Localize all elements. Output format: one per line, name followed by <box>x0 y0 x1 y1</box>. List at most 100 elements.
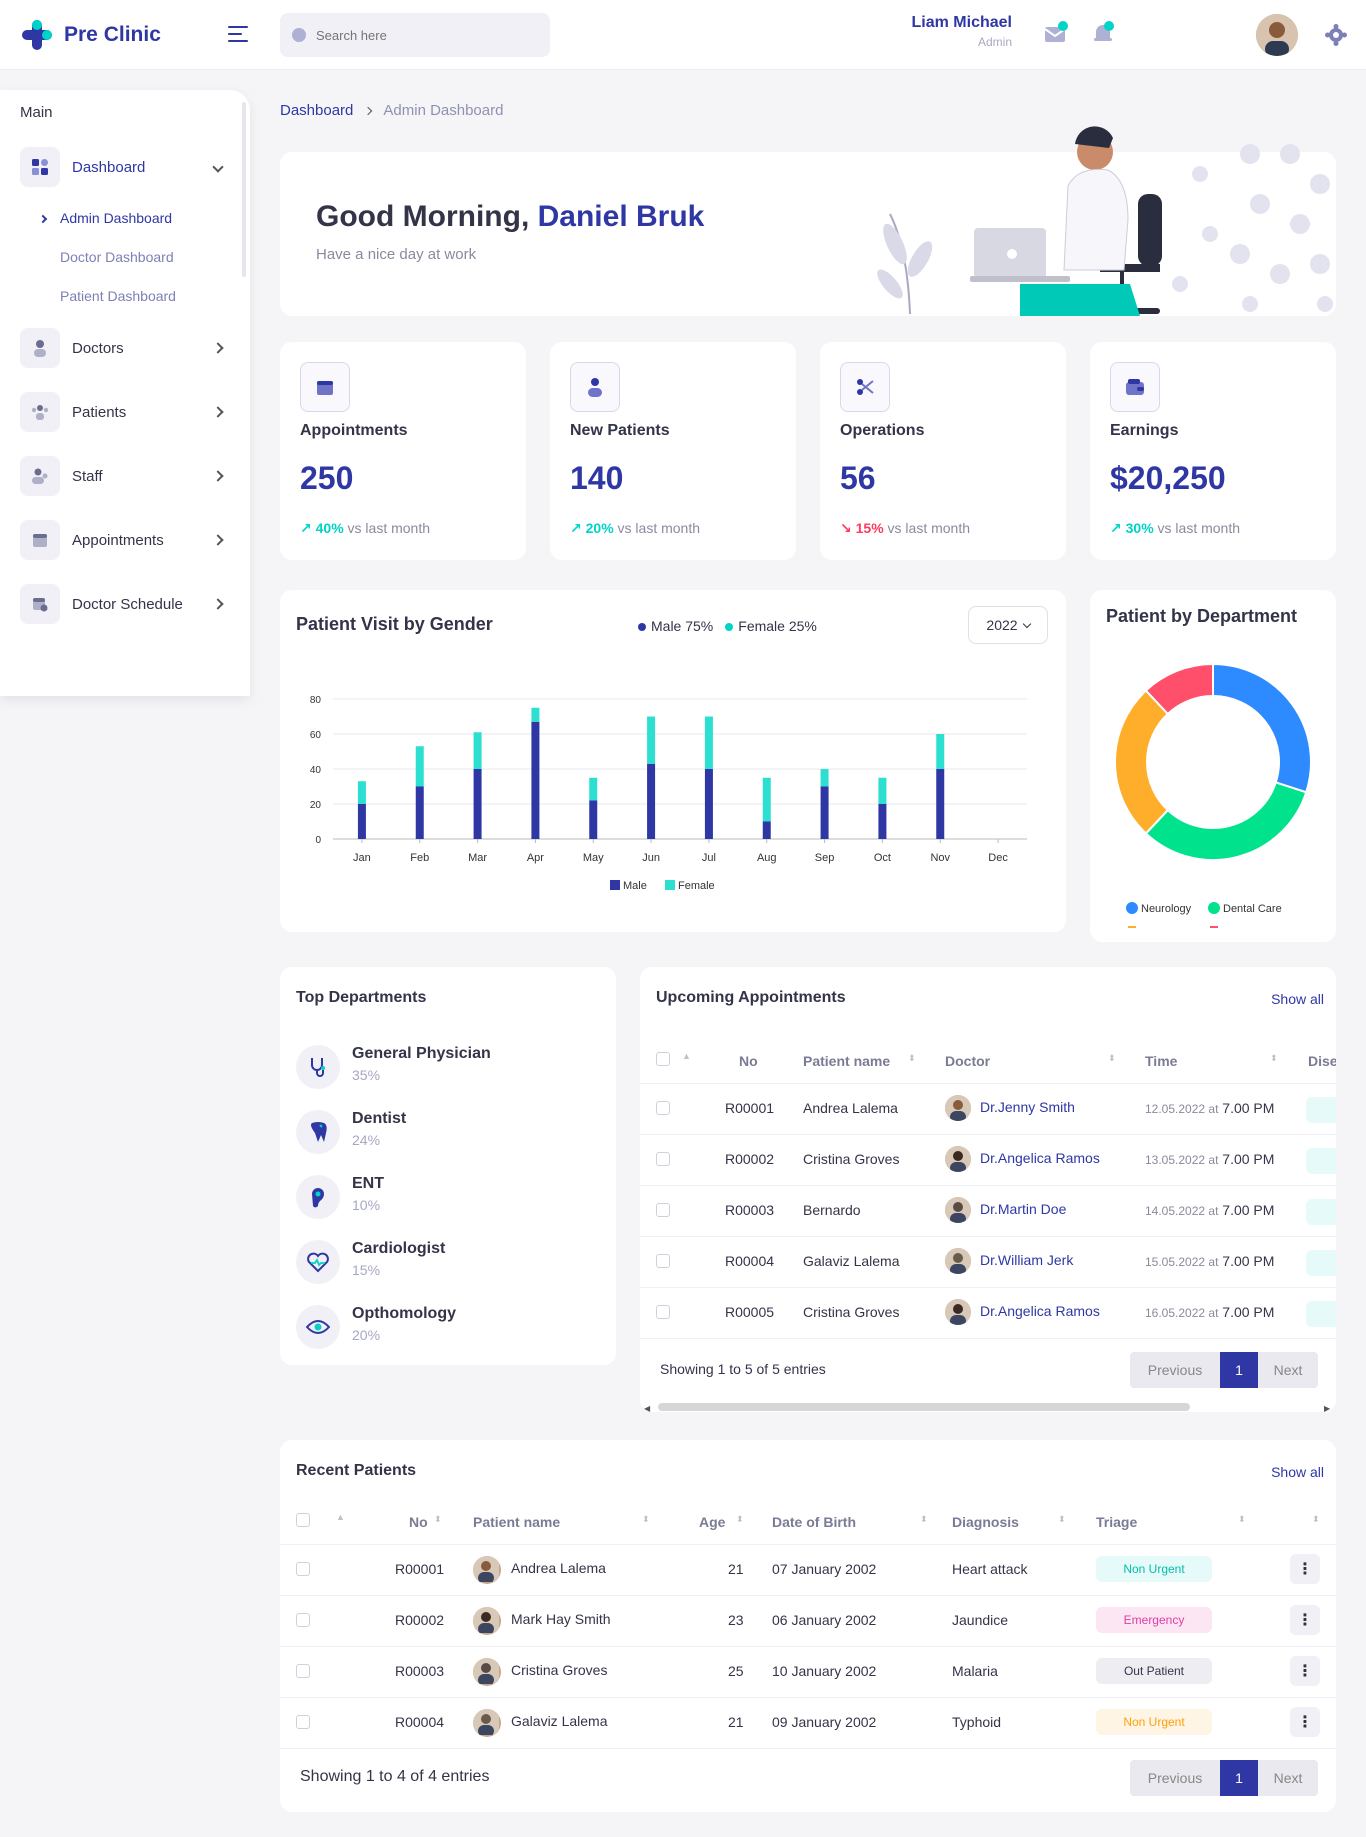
sort-icon[interactable]: ⬍ <box>1108 1053 1116 1063</box>
sidebar-item-appointments[interactable]: Appointments <box>20 519 230 561</box>
previous-button[interactable]: Previous <box>1130 1352 1220 1388</box>
row-checkbox[interactable] <box>656 1101 670 1115</box>
select-all-checkbox[interactable] <box>296 1513 310 1527</box>
sort-icon[interactable]: ⬍ <box>736 1514 744 1524</box>
user-info[interactable]: Liam Michael Admin <box>912 14 1012 49</box>
user-avatar[interactable] <box>1256 14 1298 56</box>
patient-name[interactable]: Andrea Lalema <box>511 1560 606 1576</box>
sidebar-subitem-admin-dashboard[interactable]: Admin Dashboard <box>38 210 172 226</box>
col-header-no[interactable]: No <box>739 1053 758 1069</box>
menu-toggle-icon[interactable] <box>228 26 248 42</box>
department-item[interactable]: General Physician 35% <box>296 1041 576 1091</box>
sort-icon[interactable]: ⬍ <box>1238 1514 1246 1524</box>
donut-slice[interactable] <box>1212 662 1312 794</box>
sidebar-subitem-patient-dashboard[interactable]: Patient Dashboard <box>60 288 176 304</box>
chevron-right-icon <box>212 598 224 610</box>
sidebar-item-patients[interactable]: Patients <box>20 391 230 433</box>
col-header-patient-name[interactable]: Patient name <box>803 1053 891 1069</box>
year-select[interactable]: 2022 <box>968 606 1048 644</box>
breadcrumb-root[interactable]: Dashboard <box>280 102 354 119</box>
col-header-dob[interactable]: Date of Birth <box>772 1514 856 1530</box>
col-header-disease[interactable]: Dise <box>1308 1053 1336 1069</box>
doctor-name-link[interactable]: Dr.Martin Doe <box>980 1201 1067 1217</box>
col-header-time[interactable]: Time <box>1145 1053 1178 1069</box>
sort-icon[interactable]: ⬍ <box>434 1514 442 1524</box>
department-item[interactable]: Cardiologist 15% <box>296 1236 576 1286</box>
doctor-name-link[interactable]: Dr.Angelica Ramos <box>980 1303 1100 1319</box>
stat-delta-suffix: vs last month <box>887 520 971 536</box>
horizontal-scrollbar[interactable] <box>658 1403 1190 1411</box>
sidebar-item-doctor-schedule[interactable]: Doctor Schedule <box>20 583 230 625</box>
row-checkbox[interactable] <box>296 1715 310 1729</box>
patient-name[interactable]: Mark Hay Smith <box>511 1611 611 1627</box>
row-checkbox[interactable] <box>296 1664 310 1678</box>
sidebar-scrollbar[interactable] <box>242 102 246 277</box>
sidebar-subitem-doctor-dashboard[interactable]: Doctor Dashboard <box>60 249 174 265</box>
col-header-doctor[interactable]: Doctor <box>945 1053 991 1069</box>
row-checkbox[interactable] <box>296 1613 310 1627</box>
show-all-link[interactable]: Show all <box>1271 991 1324 1007</box>
patient-avatar <box>473 1607 501 1635</box>
search-input[interactable] <box>316 27 516 43</box>
col-header-diagnosis[interactable]: Diagnosis <box>952 1514 1019 1530</box>
stat-title: Earnings <box>1110 422 1179 439</box>
next-button[interactable]: Next <box>1258 1760 1318 1796</box>
bar-female <box>936 734 945 769</box>
department-item[interactable]: Opthomology 20% <box>296 1301 576 1351</box>
row-checkbox[interactable] <box>656 1254 670 1268</box>
search-box[interactable] <box>280 13 550 57</box>
col-header-no[interactable]: No <box>409 1514 428 1530</box>
sort-icon[interactable]: ⬍ <box>1312 1514 1320 1524</box>
sort-icon[interactable]: ▲ <box>682 1051 691 1061</box>
stat-delta-pct: 20% <box>585 520 614 536</box>
page-1-button[interactable]: 1 <box>1220 1760 1258 1796</box>
select-all-checkbox[interactable] <box>656 1052 670 1066</box>
doctor-name-link[interactable]: Dr.William Jerk <box>980 1252 1074 1268</box>
page-1-button[interactable]: 1 <box>1220 1352 1258 1388</box>
sidebar-item-dashboard[interactable]: Dashboard <box>20 146 230 188</box>
col-header-age[interactable]: Age <box>699 1514 726 1530</box>
sort-icon[interactable]: ⬍ <box>920 1514 928 1524</box>
row-checkbox[interactable] <box>296 1562 310 1576</box>
next-button[interactable]: Next <box>1258 1352 1318 1388</box>
sidebar-item-doctors[interactable]: Doctors <box>20 327 230 369</box>
row-actions-kebab-icon[interactable]: ⋮ <box>1290 1656 1320 1686</box>
donut-slice[interactable] <box>1144 662 1214 716</box>
donut-slice[interactable] <box>1144 781 1308 861</box>
donut-slice[interactable] <box>1114 689 1170 835</box>
show-all-link[interactable]: Show all <box>1271 1464 1324 1480</box>
scroll-left-icon[interactable]: ◀ <box>644 1404 651 1412</box>
col-header-patient-name[interactable]: Patient name <box>473 1514 561 1530</box>
row-actions-kebab-icon[interactable]: ⋮ <box>1290 1554 1320 1584</box>
patient-name[interactable]: Cristina Groves <box>511 1662 608 1678</box>
row-checkbox[interactable] <box>656 1305 670 1319</box>
row-actions-kebab-icon[interactable]: ⋮ <box>1290 1605 1320 1635</box>
mail-icon[interactable] <box>1043 20 1069 46</box>
sort-icon[interactable]: ⬍ <box>908 1053 916 1063</box>
sort-icon[interactable]: ⬍ <box>1270 1053 1278 1063</box>
sidebar-item-staff[interactable]: Staff <box>20 455 230 497</box>
disease-badge <box>1306 1250 1336 1276</box>
row-actions-kebab-icon[interactable]: ⋮ <box>1290 1707 1320 1737</box>
brand-logo[interactable]: Pre Clinic <box>20 18 161 52</box>
appointment-time: 13.05.2022 at 7.00 PM <box>1145 1151 1274 1167</box>
row-checkbox[interactable] <box>656 1152 670 1166</box>
row-checkbox[interactable] <box>656 1203 670 1217</box>
settings-gear-icon[interactable] <box>1325 24 1347 46</box>
doctor-name-link[interactable]: Dr.Angelica Ramos <box>980 1150 1100 1166</box>
sort-icon[interactable]: ⬍ <box>642 1514 650 1524</box>
scroll-right-icon[interactable]: ▶ <box>1324 1404 1331 1412</box>
doctor-name-link[interactable]: Dr.Jenny Smith <box>980 1099 1075 1115</box>
y-tick-label: 20 <box>310 800 322 811</box>
department-item[interactable]: ENT 10% <box>296 1171 576 1221</box>
patient-name[interactable]: Galaviz Lalema <box>511 1713 608 1729</box>
sort-icon[interactable]: ⬍ <box>1058 1514 1066 1524</box>
sort-icon[interactable]: ▲ <box>336 1512 345 1522</box>
bell-icon[interactable] <box>1090 20 1116 46</box>
department-item[interactable]: Dentist 24% <box>296 1106 576 1156</box>
col-header-triage[interactable]: Triage <box>1096 1514 1138 1530</box>
stat-title: New Patients <box>570 422 670 439</box>
triage-badge: Non Urgent <box>1096 1556 1212 1582</box>
x-tick-label: May <box>583 852 604 864</box>
previous-button[interactable]: Previous <box>1130 1760 1220 1796</box>
